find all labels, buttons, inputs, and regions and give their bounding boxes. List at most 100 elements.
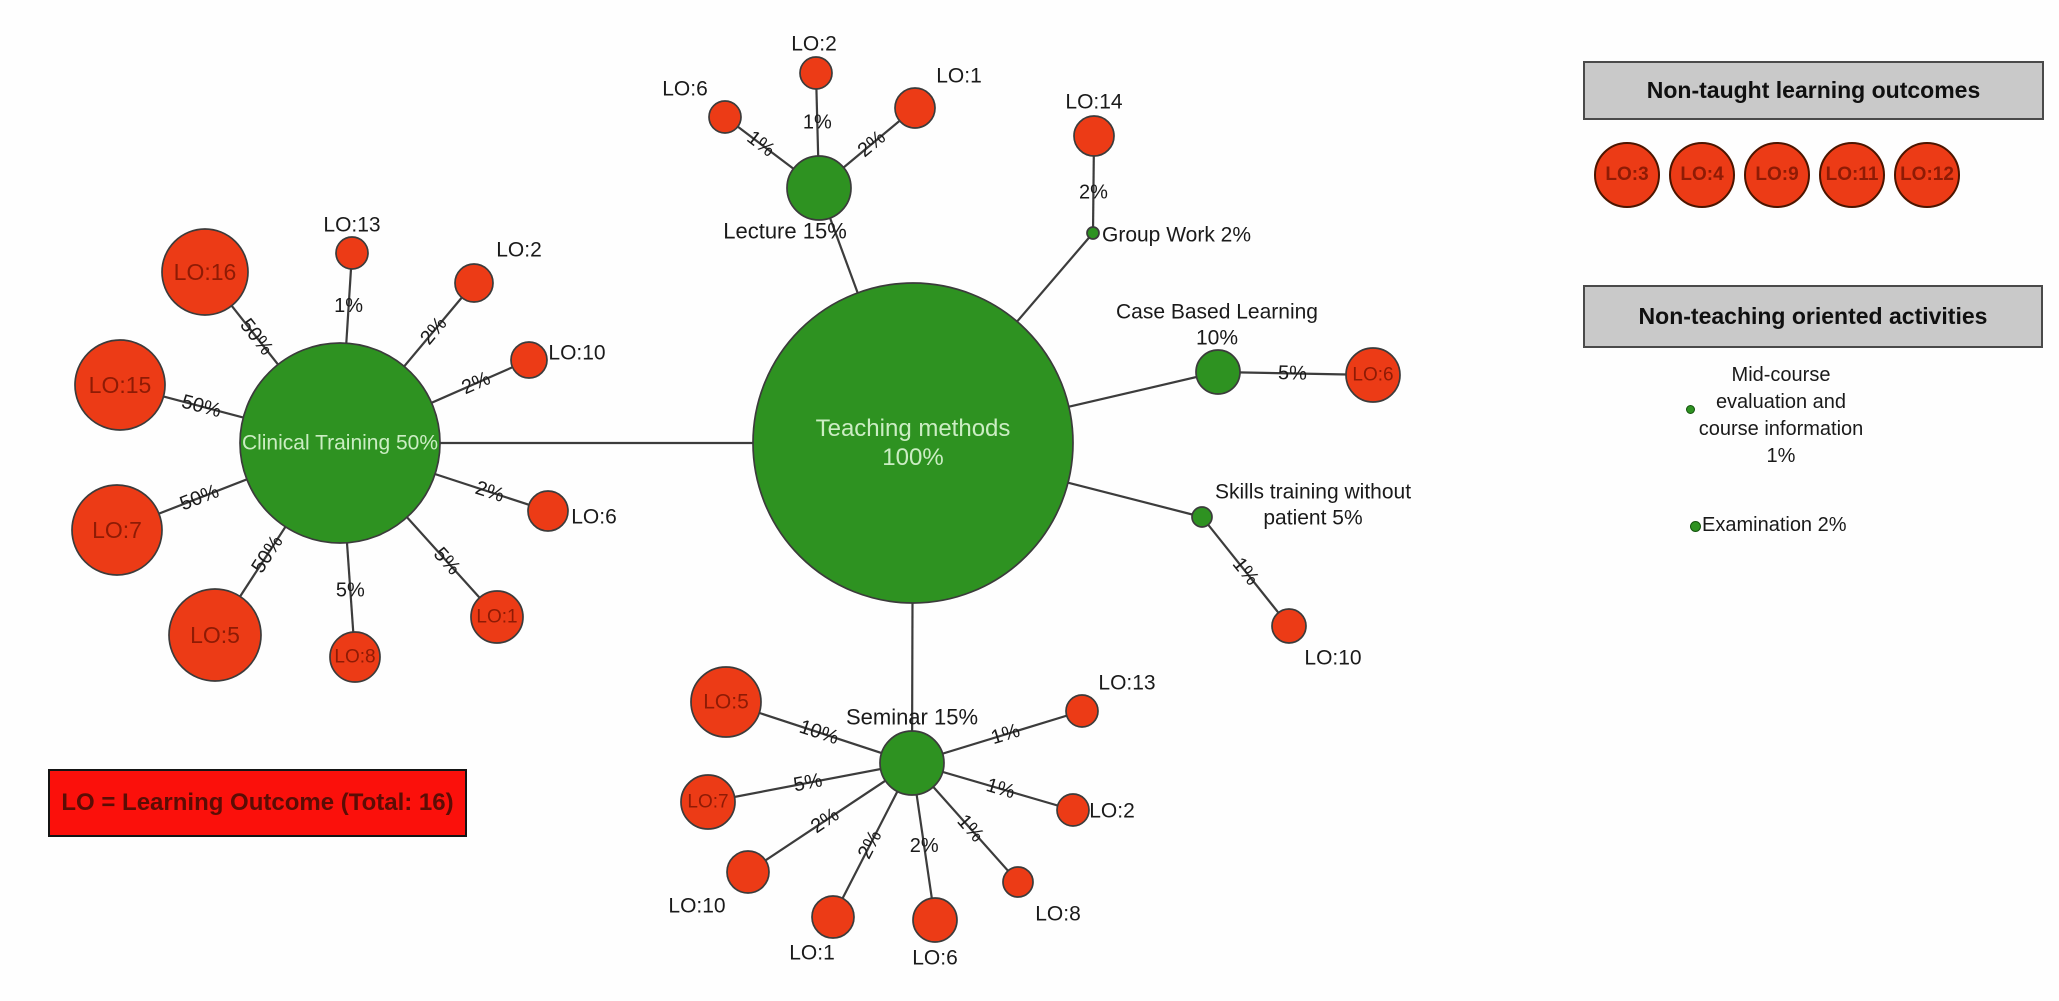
node-sk_lo10 [1271, 608, 1307, 644]
node-lec_lo2 [799, 56, 833, 90]
legend-lo-circle: LO:11 [1819, 142, 1885, 208]
node-cl_lo2 [454, 263, 494, 303]
node-label-casebased: Case Based Learning [1116, 301, 1318, 324]
node-label-cl_lo2: LO:2 [496, 239, 542, 262]
node-label-cl_lo10: LO:10 [548, 342, 605, 365]
legend-lo-circle: LO:3 [1594, 142, 1660, 208]
edge-label-casebased-cb_lo6: 5% [1278, 362, 1308, 385]
node-label-cl_lo15: LO:15 [89, 372, 152, 398]
node-label-cb_lo6: LO:6 [1352, 365, 1393, 386]
node-skills [1191, 506, 1213, 528]
node-label-clinical: Clinical Training 50% [242, 432, 438, 455]
node-sem_lo7 [680, 774, 736, 830]
legend-non-taught-header: Non-taught learning outcomes [1583, 61, 2044, 120]
node-label-groupwork: Group Work 2% [1102, 224, 1251, 247]
non-taught-lo-row: LO:3 LO:4 LO:9 LO:11 LO:12 [1594, 142, 1960, 208]
node-label-lec_lo6: LO:6 [662, 78, 708, 101]
node-seminar [879, 730, 945, 796]
edge-label-seminar-sem_lo5: 10% [797, 716, 842, 749]
node-cl_lo15 [74, 339, 166, 431]
node-label-lecture: Lecture 15% [723, 219, 847, 244]
edge-label-clinical-cl_lo15: 50% [179, 391, 224, 423]
node-cl_lo7 [71, 484, 163, 576]
node-label-sem_lo13: LO:13 [1098, 672, 1155, 695]
legend-non-teaching-header: Non-teaching oriented activities [1583, 285, 2043, 348]
node-label-cl_lo6: LO:6 [571, 506, 617, 529]
node-cl_lo10 [510, 341, 548, 379]
node-casebased [1195, 349, 1241, 395]
node-label-sem_lo7: LO:7 [687, 792, 728, 813]
edge-label-clinical-cl_lo6: 2% [473, 477, 508, 507]
mid-course-line: course information [1698, 418, 1864, 440]
node-cl_lo6 [527, 490, 569, 532]
node-sem_lo6 [912, 897, 958, 943]
node-label-lec_lo1: LO:1 [936, 65, 982, 88]
node-label-sem_lo8: LO:8 [1035, 903, 1081, 926]
node-label-sem_lo2: LO:2 [1089, 800, 1135, 823]
node-label-sk_lo10: LO:10 [1304, 647, 1361, 670]
node-sem_lo10 [726, 850, 770, 894]
lo-key-box: LO = Learning Outcome (Total: 16) [48, 769, 467, 837]
node-sem_lo13 [1065, 694, 1099, 728]
examination-label: Examination 2% [1702, 514, 1847, 536]
node-label-cl_lo1: LO:1 [476, 607, 517, 628]
node-lec_lo1 [894, 87, 936, 129]
edge-label-lecture-lec_lo1: 2% [854, 126, 890, 162]
node-label-sem_lo1: LO:1 [789, 942, 835, 965]
node-label-cl_lo8: LO:8 [334, 647, 375, 668]
mid-course-line: Mid-course [1731, 364, 1831, 386]
node-lo14 [1073, 115, 1115, 157]
edge-label-clinical-cl_lo13: 1% [334, 295, 363, 317]
node-label-sem_lo5: LO:5 [703, 691, 749, 714]
edge-label-clinical-cl_lo8: 5% [336, 580, 365, 602]
node-cl_lo8 [329, 631, 381, 683]
edge-label-lecture-lec_lo2: 1% [803, 111, 832, 133]
node-clinical [239, 342, 441, 544]
node-label-skills: Skills training without [1215, 481, 1411, 504]
node-teaching [752, 282, 1074, 604]
mid-course-line: 1% [1766, 445, 1796, 467]
node-label-teaching: Teaching methods [816, 415, 1011, 442]
legend-lo-circle: LO:4 [1669, 142, 1735, 208]
edge-label-seminar-sem_lo2: 1% [984, 774, 1018, 803]
edge-label-groupwork-lo14: 2% [1079, 181, 1108, 203]
legend-lo-circle: LO:12 [1894, 142, 1960, 208]
node-groupwork [1086, 226, 1100, 240]
node-cl_lo1 [470, 590, 524, 644]
node-label-cl_lo16: LO:16 [174, 259, 237, 285]
edge-label-skills-sk_lo10: 1% [1228, 553, 1263, 589]
node-label-cl_lo7: LO:7 [92, 517, 142, 543]
edge-label-seminar-sem_lo6: 2% [910, 835, 939, 857]
node-sem_lo2 [1056, 793, 1090, 827]
node-cl_lo13 [335, 236, 369, 270]
node-label-sem_lo6: LO:6 [912, 947, 958, 970]
edge-label-seminar-sem_lo1: 2% [854, 827, 887, 863]
edge-label-seminar-sem_lo10: 2% [807, 803, 843, 837]
node-cb_lo6 [1345, 347, 1401, 403]
node-label-sem_lo10: LO:10 [668, 895, 725, 918]
node-label-lec_lo2: LO:2 [791, 33, 837, 56]
mid-course-line: evaluation and [1715, 391, 1847, 413]
edge-label-clinical-cl_lo16: 50% [235, 314, 277, 359]
lo-key-label: LO = Learning Outcome (Total: 16) [61, 789, 454, 816]
node-label-lo14: LO:14 [1065, 91, 1123, 114]
node-label-teaching: 100% [882, 444, 943, 471]
node-label-cl_lo5: LO:5 [190, 622, 240, 648]
edge-label-seminar-sem_lo7: 5% [792, 769, 825, 796]
node-label-casebased: 10% [1196, 327, 1238, 350]
mid-course-label: Mid-course evaluation and course informa… [1660, 362, 1902, 470]
node-sem_lo5 [690, 666, 762, 738]
node-label-cl_lo13: LO:13 [323, 214, 380, 237]
edge-skills-sk_lo10 [1201, 516, 1290, 627]
node-lecture [786, 155, 852, 221]
legend-non-teaching-title: Non-teaching oriented activities [1638, 303, 1988, 329]
edge-label-clinical-cl_lo5: 50% [247, 531, 287, 577]
node-label-seminar: Seminar 15% [846, 705, 978, 730]
node-cl_lo16 [161, 228, 249, 316]
node-sem_lo1 [811, 895, 855, 939]
node-sem_lo8 [1002, 866, 1034, 898]
examination-dot-icon [1690, 521, 1701, 532]
edge-seminar-sem_lo7 [707, 761, 913, 804]
